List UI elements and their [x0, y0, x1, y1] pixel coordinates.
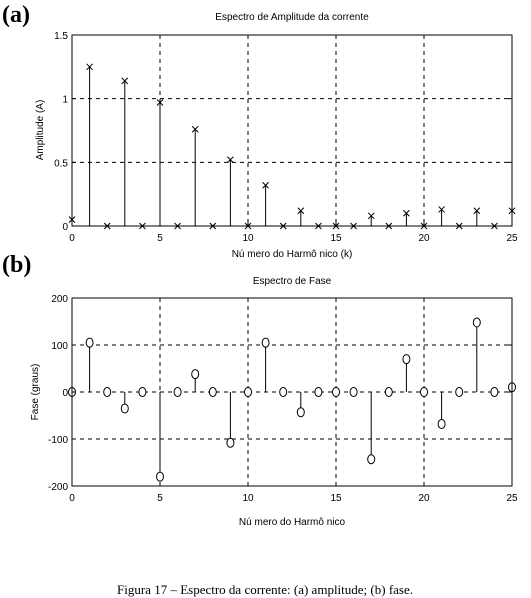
phase-data-point [367, 454, 376, 465]
phase-x-tick-label: 0 [69, 493, 75, 504]
phase-data-point [226, 437, 235, 448]
phase-y-tick-label: 200 [51, 294, 68, 305]
phase-y-tick-label: -200 [48, 482, 68, 493]
amplitude-data-point [156, 99, 164, 106]
phase-panel: (b) Espectro de Fase 0 5 10 15 20 25-200-1000… [2, 252, 518, 528]
phase-data-point [384, 387, 393, 397]
phase-data-point [261, 337, 270, 348]
amplitude-data-point [227, 156, 234, 164]
amplitude-y-tick-label: 1.5 [54, 31, 68, 42]
phase-data-point [296, 407, 305, 418]
phase-grid [72, 298, 512, 486]
phase-x-tick-label: 10 [242, 493, 254, 504]
phase-data-point [455, 387, 464, 397]
phase-ticks: 0 5 10 15 20 25 -200 -100 0 100 200 [48, 294, 518, 504]
phase-data-point [244, 387, 252, 397]
amplitude-data-point [473, 207, 481, 215]
amplitude-data-point [191, 125, 199, 133]
amplitude-data-point [403, 209, 410, 217]
amplitude-stems [68, 63, 516, 230]
phase-data-point [402, 354, 411, 365]
phase-y-tick-label: 100 [51, 341, 68, 352]
amplitude-ticks: 0 5 10 15 20 25 0 0.5 1 1.5 [54, 31, 518, 244]
phase-chart-title: Espectro de Fase [253, 276, 332, 287]
amplitude-y-axis-label: Amplitude (A) [35, 100, 46, 161]
amplitude-y-tick-label: 1 [62, 95, 68, 106]
phase-data-point [138, 387, 147, 397]
phase-data-point [208, 387, 217, 397]
phase-stems [68, 317, 516, 482]
phase-data-point [437, 418, 446, 429]
phase-data-point [332, 387, 340, 397]
phase-data-point [156, 471, 164, 482]
amplitude-data-point [367, 212, 375, 220]
amplitude-x-tick-label: 0 [69, 233, 75, 244]
phase-data-point [191, 369, 200, 380]
amplitude-data-point [86, 63, 93, 71]
phase-x-tick-label: 5 [157, 493, 163, 504]
amplitude-data-point [121, 77, 129, 85]
phase-data-point [85, 337, 94, 348]
figure-caption: Figura 17 – Espectro da corrente: (a) am… [117, 582, 413, 597]
amplitude-y-tick-label: 0.5 [54, 158, 68, 169]
panel-b-label: (b) [2, 252, 31, 278]
phase-x-tick-label: 25 [506, 493, 518, 504]
panel-a-label: (a) [2, 2, 30, 28]
phase-data-point [349, 387, 358, 397]
amplitude-grid [72, 35, 512, 226]
phase-data-point [120, 403, 129, 414]
phase-data-point [420, 387, 428, 397]
amplitude-data-point [262, 181, 269, 189]
phase-x-tick-label: 20 [418, 493, 430, 504]
amplitude-plot-frame [71, 34, 513, 227]
amplitude-x-tick-label: 10 [242, 233, 254, 244]
amplitude-y-tick-label: 0 [62, 222, 68, 233]
phase-y-tick-label: 0 [62, 388, 68, 399]
phase-data-point [314, 387, 323, 397]
amplitude-x-tick-label: 5 [157, 233, 163, 244]
amplitude-data-point [297, 207, 305, 215]
phase-data-point [173, 387, 182, 397]
phase-y-axis-label: Fase (graus) [30, 364, 41, 421]
phase-x-tick-label: 15 [330, 493, 342, 504]
phase-data-point [279, 387, 288, 397]
amplitude-x-axis-label: Nú mero do Harmô nico (k) [232, 249, 353, 260]
amplitude-x-tick-label: 20 [418, 233, 430, 244]
amplitude-panel: (a) Espectro de Amplitude da corrente 0 5… [2, 2, 518, 260]
amplitude-x-tick-label: 15 [330, 233, 342, 244]
phase-data-point [472, 317, 481, 328]
phase-data-point [103, 387, 112, 397]
amplitude-data-point [438, 206, 445, 213]
amplitude-x-tick-label: 25 [506, 233, 518, 244]
amplitude-chart-title: Espectro de Amplitude da corrente [215, 12, 369, 23]
phase-data-point [490, 387, 499, 397]
phase-x-axis-label: Nú mero do Harmô nico [239, 517, 346, 528]
phase-y-tick-label: -100 [48, 435, 68, 446]
